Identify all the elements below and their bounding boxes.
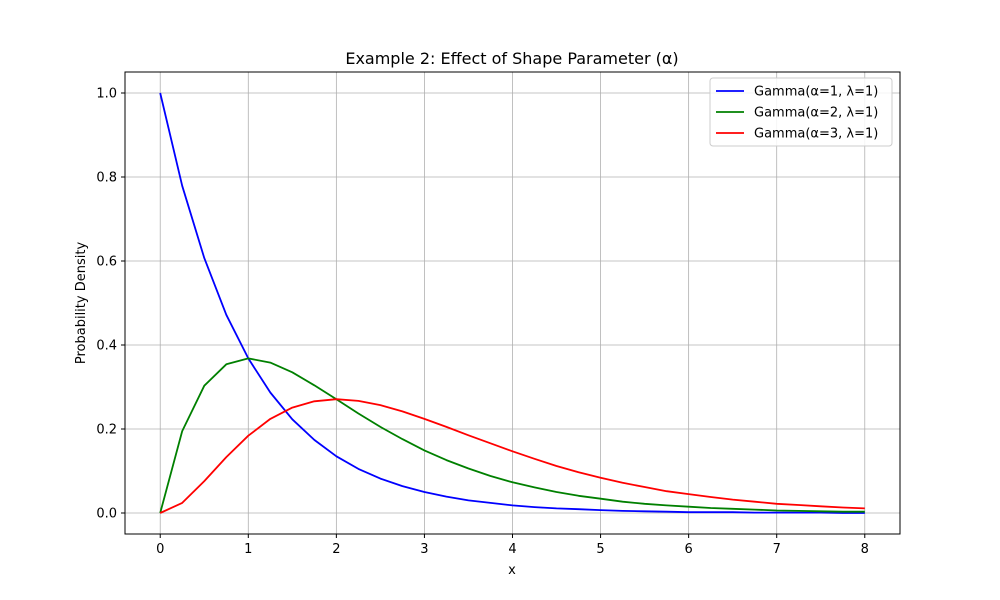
legend-label-3: Gamma(α=3, λ=1) [754,127,878,142]
series-line-2 [159,357,865,514]
x-tick-label: 7 [773,542,781,557]
y-tick-label: 0.4 [96,339,117,354]
y-tick-label: 0.6 [96,255,117,270]
series-lines [159,92,865,514]
y-tick-label: 0.0 [96,507,117,522]
y-tick-label: 0.8 [96,171,117,186]
series-line-3 [159,398,865,514]
x-tick-label: 0 [156,542,164,557]
x-tick-label: 2 [332,542,340,557]
y-tick-label: 0.2 [96,423,117,438]
chart-title: Example 2: Effect of Shape Parameter (α) [345,49,678,68]
y-axis-label: Probability Density [74,242,89,365]
x-tick-label: 3 [420,542,428,557]
legend-box [709,77,893,147]
x-tick-label: 5 [596,542,604,557]
x-axis-label: x [508,563,516,578]
legend: Gamma(α=1, λ=1) Gamma(α=2, λ=1) Gamma(α=3,… [709,77,893,147]
x-tick-label: 8 [861,542,869,557]
axis-ticks: 0 1 2 3 4 5 6 7 8 0.0 0.2 0.4 0.6 0.8 1.0 [96,87,869,558]
y-tick-label: 1.0 [96,87,117,102]
x-tick-label: 1 [244,542,252,557]
x-tick-label: 6 [684,542,692,557]
legend-label-1: Gamma(α=1, λ=1) [754,85,878,100]
x-tick-label: 4 [508,542,516,557]
series-line-1 [159,92,865,514]
legend-label-2: Gamma(α=2, λ=1) [754,106,878,121]
